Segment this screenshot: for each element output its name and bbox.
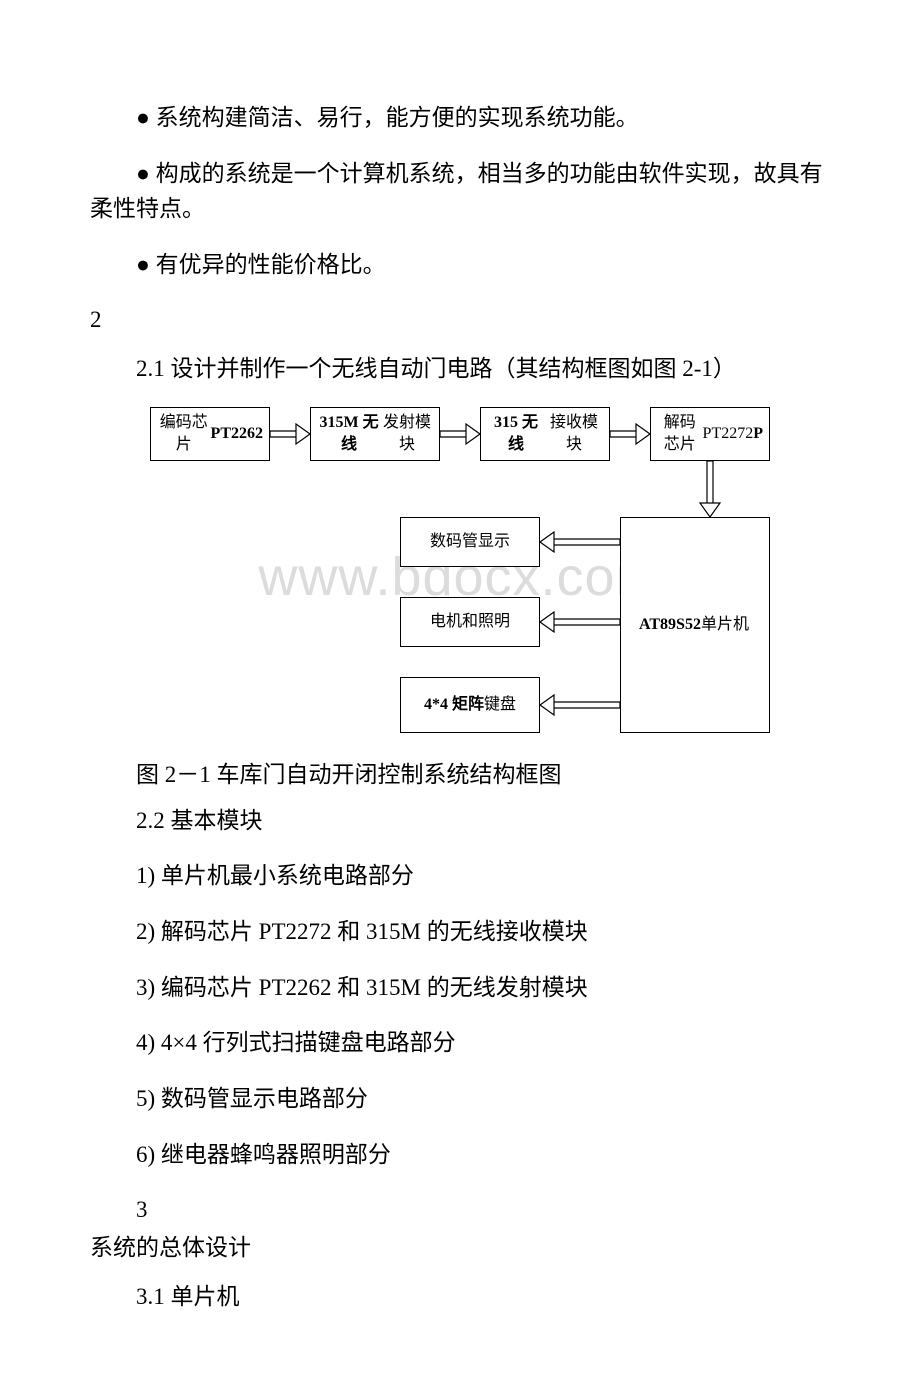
bullet-3: ● 有优异的性能价格比。	[90, 247, 830, 283]
diagram-node-n2: 315M 无 线发射模块	[310, 407, 440, 461]
bullet-2: ● 构成的系统是一个计算机系统，相当多的功能由软件实现，故具有柔性特点。	[90, 156, 830, 227]
section-3-1-title: 3.1 单片机	[90, 1279, 830, 1315]
module-item-1: 1) 单片机最小系统电路部分	[90, 858, 830, 894]
diagram-node-n8: AT89S52单片机	[620, 517, 770, 733]
section-2-2-title: 2.2 基本模块	[90, 803, 830, 839]
module-item-4: 4) 4×4 行列式扫描键盘电路部分	[90, 1025, 830, 1061]
module-item-3: 3) 编码芯片 PT2262 和 315M 的无线发射模块	[90, 970, 830, 1006]
diagram-node-n1: 编码芯片PT2262	[150, 407, 270, 461]
diagram-node-n6: 电机和照明	[400, 597, 540, 647]
section-3-number: 3	[90, 1192, 830, 1228]
figure-caption: 图 2－1 车库门自动开闭控制系统结构框图	[90, 755, 830, 789]
diagram-node-n5: 数码管显示	[400, 517, 540, 567]
bullet-1: ● 系统构建简洁、易行，能方便的实现系统功能。	[90, 100, 830, 136]
document-page: ● 系统构建简洁、易行，能方便的实现系统功能。 ● 构成的系统是一个计算机系统，…	[0, 0, 920, 1395]
diagram-node-n7: 4*4 矩阵键盘	[400, 677, 540, 733]
diagram-node-n3: 315 无 线接收模块	[480, 407, 610, 461]
module-item-6: 6) 继电器蜂鸣器照明部分	[90, 1137, 830, 1173]
module-item-2: 2) 解码芯片 PT2272 和 315M 的无线接收模块	[90, 914, 830, 950]
module-item-5: 5) 数码管显示电路部分	[90, 1081, 830, 1117]
section-3-title: 系统的总体设计	[90, 1230, 830, 1266]
block-diagram: www.bdocx.com 编码芯片PT2262315M 无 线发射模块315 …	[150, 407, 770, 747]
section-2-1-title: 2.1 设计并制作一个无线自动门电路（其结构框图如图 2-1）	[90, 351, 830, 387]
section-2-number: 2	[90, 303, 830, 338]
diagram-node-n4: 解码芯片PT2272P	[650, 407, 770, 461]
